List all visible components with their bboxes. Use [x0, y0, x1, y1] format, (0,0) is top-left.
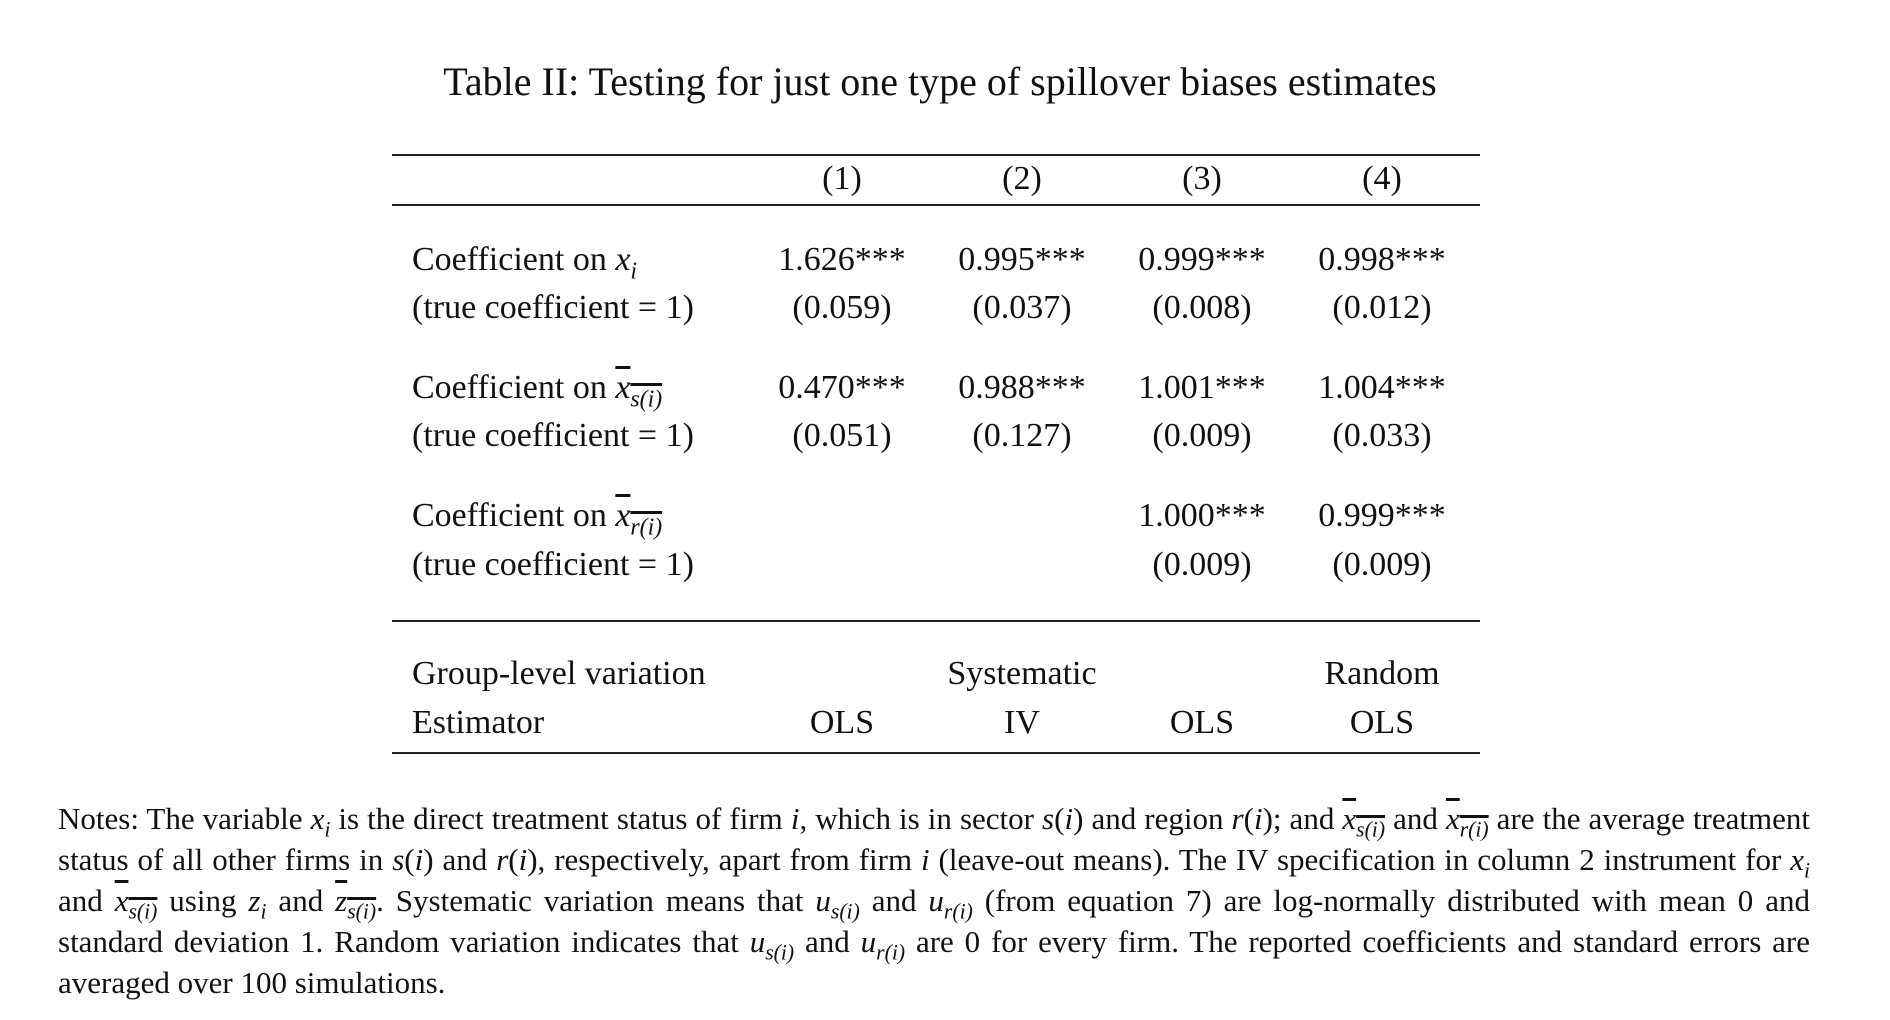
column-header-2: (2): [1002, 160, 1042, 197]
se-xi-col3: (0.008): [1152, 289, 1252, 326]
coef-xs-col3: 1.001***: [1138, 369, 1266, 406]
se-xr-col3: (0.009): [1152, 546, 1252, 583]
coef-xr-col3: 1.000***: [1138, 497, 1266, 534]
group-level-col2: Systematic: [947, 655, 1097, 692]
se-xi-col2: (0.037): [972, 289, 1072, 326]
se-xr-col4: (0.009): [1332, 546, 1432, 583]
column-header-4: (4): [1362, 160, 1402, 197]
se-xi-col4: (0.012): [1332, 289, 1432, 326]
estimator-label: Estimator: [412, 704, 545, 741]
column-header-3: (3): [1182, 160, 1222, 197]
table-title: Table II: Testing for just one type of s…: [443, 59, 1437, 104]
row-label-coef-xs: Coefficient on xs(i): [412, 369, 663, 413]
estimator-col1: OLS: [809, 704, 875, 741]
row-sublabel-xr: (true coefficient = 1): [412, 546, 694, 583]
coef-xr-col4: 0.999***: [1318, 497, 1446, 534]
bottom-rule: [392, 752, 1480, 754]
group-level-col4: Random: [1324, 655, 1440, 692]
coef-xs-col1: 0.470***: [778, 369, 906, 406]
se-xs-col1: (0.051): [792, 417, 892, 454]
se-xs-col4: (0.033): [1332, 417, 1432, 454]
se-xs-col2: (0.127): [972, 417, 1072, 454]
coef-xi-col3: 0.999***: [1138, 241, 1266, 278]
coef-xi-col4: 0.998***: [1318, 241, 1446, 278]
mid-rule: [392, 620, 1480, 622]
estimator-col2: IV: [1004, 704, 1040, 741]
se-xs-col3: (0.009): [1152, 417, 1252, 454]
column-header-1: (1): [822, 160, 862, 197]
se-xi-col1: (0.059): [792, 289, 892, 326]
row-label-coef-xi: Coefficient on xi: [412, 241, 638, 285]
header-rule: [392, 204, 1480, 206]
coef-xs-col4: 1.004***: [1318, 369, 1446, 406]
estimator-col3: OLS: [1169, 704, 1235, 741]
top-rule: [392, 154, 1480, 156]
coef-xi-col2: 0.995***: [958, 241, 1086, 278]
row-sublabel-xs: (true coefficient = 1): [412, 417, 694, 454]
estimator-col4: OLS: [1349, 704, 1415, 741]
row-label-coef-xr: Coefficient on xr(i): [412, 497, 663, 541]
coef-xs-col2: 0.988***: [958, 369, 1086, 406]
coef-xi-col1: 1.626***: [778, 241, 906, 278]
row-sublabel-xi: (true coefficient = 1): [412, 289, 694, 326]
table-notes: Notes: The variable xi is the direct tre…: [58, 801, 1810, 1000]
group-level-label: Group-level variation: [412, 655, 706, 692]
